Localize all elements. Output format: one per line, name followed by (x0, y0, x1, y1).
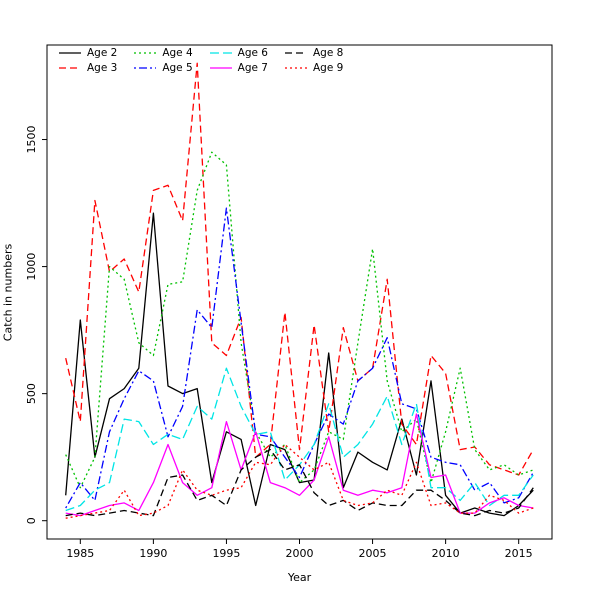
legend-line-sample (134, 52, 157, 54)
series-line-age-4 (65, 151, 534, 489)
legend-item-age-2: Age 2 (58, 47, 117, 59)
legend-label: Age 3 (87, 62, 118, 74)
x-tick-label: 2010 (432, 547, 460, 560)
y-tick-label: 0 (25, 517, 38, 524)
y-tick-label: 500 (25, 383, 38, 404)
legend-label: Age 5 (162, 62, 193, 74)
legend-line-sample (134, 67, 157, 69)
x-tick-label: 2000 (286, 547, 314, 560)
legend-label: Age 2 (87, 47, 118, 59)
legend: Age 2 Age 3 Age 4 Age 5 Age 6 Age 7 Age 8 Age 9 (58, 47, 343, 74)
series-line-age-2 (65, 212, 534, 517)
legend-item-age-6: Age 6 (209, 47, 268, 59)
series-line-age-3 (65, 62, 534, 476)
x-axis-title: Year (287, 571, 312, 584)
legend-line-sample (209, 67, 232, 69)
legend-label: Age 7 (237, 62, 268, 74)
x-tick-label: 1990 (139, 547, 167, 560)
y-axis-title: Catch in numbers (1, 243, 15, 342)
legend-item-age-9: Age 9 (284, 62, 343, 74)
legend-line-sample (209, 52, 232, 54)
series-line-age-7 (65, 413, 534, 517)
x-tick-label: 2015 (505, 547, 533, 560)
legend-item-age-4: Age 4 (133, 47, 193, 59)
x-tick-label: 2005 (359, 547, 387, 560)
legend-line-sample (59, 52, 81, 54)
series-line-age-8 (65, 448, 534, 517)
legend-label: Age 6 (237, 47, 268, 59)
series-line-age-5 (65, 207, 534, 509)
series-line-age-6 (65, 367, 534, 512)
y-tick-label: 1000 (25, 253, 38, 281)
x-tick-label: 1985 (66, 547, 94, 560)
legend-item-age-8: Age 8 (284, 47, 343, 59)
legend-line-sample (284, 67, 307, 69)
legend-line-sample (284, 52, 307, 54)
legend-item-age-5: Age 5 (133, 62, 193, 74)
legend-label: Age 4 (162, 47, 193, 59)
legend-item-age-3: Age 3 (58, 62, 117, 74)
legend-label: Age 8 (312, 47, 344, 59)
y-tick-label: 1500 (25, 126, 38, 154)
x-tick-label: 1995 (212, 547, 240, 560)
legend-item-age-7: Age 7 (209, 62, 268, 74)
legend-line-sample (59, 67, 81, 69)
legend-label: Age 9 (312, 62, 344, 74)
